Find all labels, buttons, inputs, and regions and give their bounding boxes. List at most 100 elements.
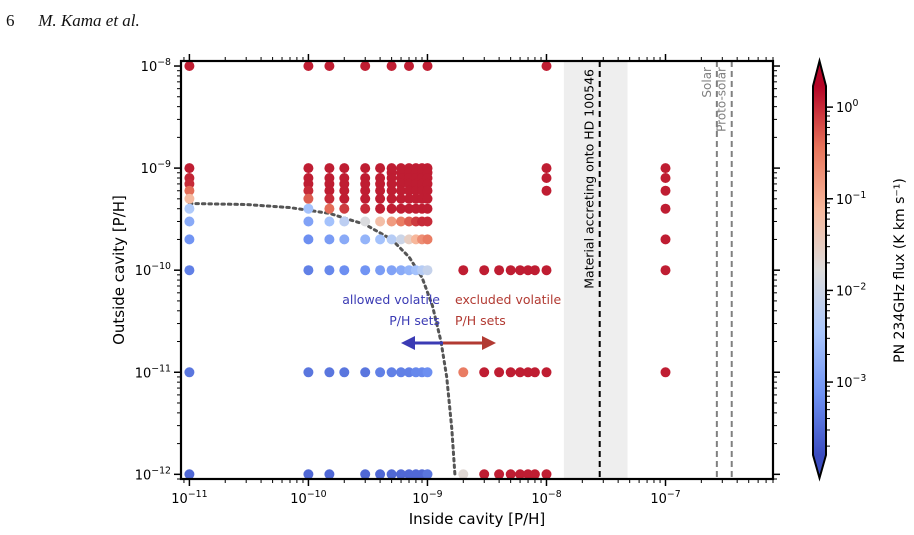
data-point — [458, 367, 469, 378]
data-point — [505, 265, 516, 276]
data-point — [303, 203, 314, 214]
data-point — [396, 216, 406, 227]
data-point — [339, 367, 350, 378]
data-point — [324, 234, 335, 245]
data-point — [458, 469, 469, 479]
data-point — [324, 216, 335, 227]
data-point — [660, 234, 671, 245]
data-point — [324, 203, 335, 214]
accretion-label: Material accreting onto HD 100546 — [582, 69, 597, 289]
data-point — [184, 185, 195, 196]
data-point — [541, 173, 552, 183]
running-head: 6 M. Kama et al. — [6, 11, 140, 31]
data-point — [339, 216, 350, 227]
data-point — [184, 367, 195, 378]
data-point — [386, 185, 397, 196]
data-point — [404, 185, 414, 196]
data-point — [422, 193, 433, 204]
excluded-arrowhead — [482, 336, 496, 350]
page-number: 6 — [6, 11, 15, 30]
data-point — [422, 61, 433, 71]
data-point — [303, 469, 314, 479]
data-point — [184, 193, 195, 204]
data-point — [303, 265, 314, 276]
data-point — [422, 469, 433, 479]
data-point — [375, 367, 386, 378]
data-point — [422, 367, 433, 378]
data-point — [324, 163, 335, 174]
data-point — [660, 185, 671, 196]
data-point — [184, 265, 195, 276]
y-tick-label: 10−9 — [141, 159, 171, 177]
data-point — [396, 234, 406, 245]
data-point — [339, 185, 350, 196]
data-point — [529, 367, 540, 378]
colorbar-body — [813, 86, 826, 455]
data-point — [422, 185, 433, 196]
data-point — [396, 193, 406, 204]
data-point — [375, 203, 386, 214]
data-point — [529, 265, 540, 276]
data-point — [184, 61, 195, 71]
data-point — [360, 265, 371, 276]
data-point — [404, 193, 414, 204]
data-point — [339, 193, 350, 204]
data-point — [386, 367, 397, 378]
y-tick-label: 10−12 — [135, 465, 171, 483]
data-point — [541, 185, 552, 196]
data-point — [515, 367, 526, 378]
data-point — [360, 185, 371, 196]
colorbar-tick-label: 100 — [836, 98, 859, 116]
data-point — [386, 234, 397, 245]
data-point — [324, 367, 335, 378]
data-point — [541, 265, 552, 276]
x-tick-label: 10−10 — [290, 489, 326, 507]
accretion-band — [563, 61, 628, 479]
running-head-authors: M. Kama et al. — [38, 11, 140, 30]
data-point — [386, 469, 397, 479]
plot-frame — [179, 59, 775, 481]
data-point — [660, 173, 671, 183]
data-point — [479, 367, 490, 378]
x-tick-label: 10−9 — [412, 489, 442, 507]
data-point — [396, 185, 406, 196]
data-point — [324, 265, 335, 276]
data-point — [404, 265, 414, 276]
y-axis-title: Outside cavity [P/H] — [110, 195, 128, 345]
data-point — [458, 265, 469, 276]
data-point — [360, 367, 371, 378]
y-tick-label: 10−8 — [141, 57, 171, 75]
data-point — [303, 234, 314, 245]
data-point — [396, 469, 406, 479]
data-point — [660, 265, 671, 276]
data-point — [339, 234, 350, 245]
colorbar-tick-label: 10−1 — [836, 190, 866, 208]
data-point — [422, 216, 433, 227]
data-point — [396, 265, 406, 276]
reference-label-1: Proto-solar — [715, 67, 729, 132]
y-tick-label: 10−11 — [135, 363, 171, 381]
data-point — [303, 193, 314, 204]
colorbar-tick-label: 10−2 — [836, 281, 866, 299]
data-point — [324, 61, 335, 71]
data-point — [184, 469, 195, 479]
data-point — [515, 469, 526, 479]
data-point — [184, 163, 195, 174]
data-point — [386, 265, 397, 276]
data-point — [386, 216, 397, 227]
data-point — [404, 61, 414, 71]
boundary-curve — [187, 202, 457, 476]
data-point — [422, 265, 433, 276]
data-point — [494, 367, 505, 378]
data-point — [184, 203, 195, 214]
data-point — [360, 469, 371, 479]
data-point — [324, 469, 335, 479]
colorbar-extend-bottom — [813, 455, 826, 478]
data-point — [360, 163, 371, 174]
data-point — [375, 265, 386, 276]
excluded-label-line1: excluded volatile — [455, 292, 561, 307]
data-point — [404, 216, 414, 227]
data-point — [339, 163, 350, 174]
data-point — [303, 185, 314, 196]
